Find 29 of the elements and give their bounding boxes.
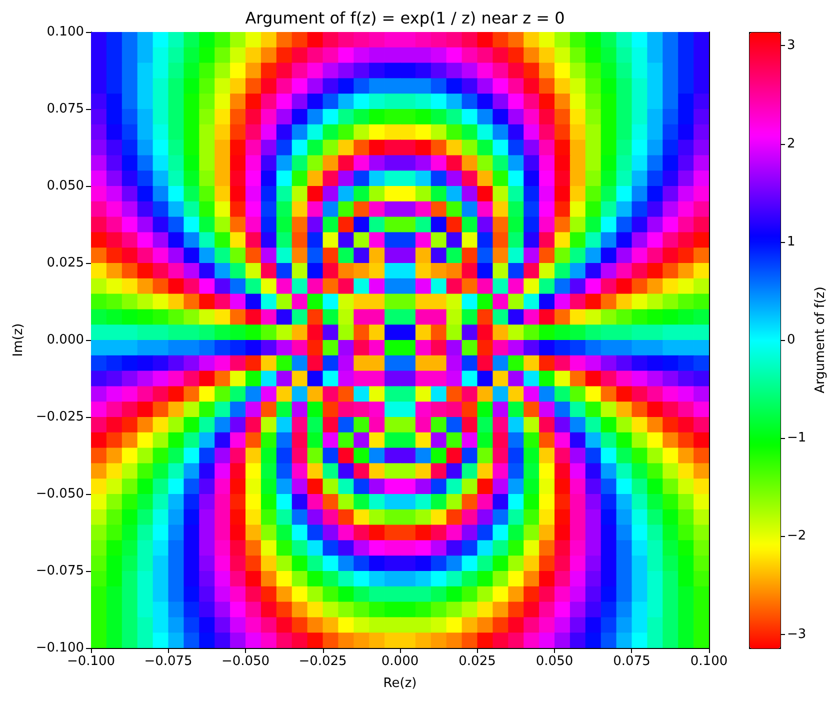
color-bar-label: 1: [787, 234, 796, 250]
x-tick-label: −0.075: [144, 654, 192, 669]
color-bar-label: 3: [787, 38, 796, 54]
y-tick-label: 0.000: [46, 332, 84, 348]
x-tick-label: 0.075: [613, 654, 650, 669]
color-bar-title: Argument of f(z): [813, 286, 828, 394]
x-axis-title: Re(z): [383, 676, 417, 691]
y-tick-label: −0.075: [36, 564, 84, 578]
color-bar-label: 2: [787, 136, 796, 152]
x-tick-label: 0.000: [381, 654, 419, 669]
x-tick-label: −0.025: [298, 654, 347, 669]
y-tick-label: 0.100: [46, 24, 84, 40]
color-bar-label: −1: [787, 430, 806, 446]
x-tick-label: −0.100: [66, 654, 116, 669]
y-tick-label: 0.050: [46, 178, 84, 194]
x-tick-label: 0.025: [458, 654, 496, 669]
color-bar-label: 0: [787, 332, 796, 348]
y-axis-title: Im(z): [10, 323, 26, 357]
y-tick-label: 0.075: [46, 102, 84, 116]
chart-title: Argument of f(z) = exp(1 / z) near z = 0: [245, 8, 565, 28]
color-bar-label: −3: [787, 626, 806, 642]
y-tick-label: −0.050: [36, 486, 84, 502]
y-tick-label: −0.100: [36, 640, 84, 656]
color-bar-label: −2: [787, 528, 806, 544]
x-tick-label: 0.100: [690, 654, 728, 669]
y-tick-label: 0.025: [46, 256, 84, 270]
x-tick-label: −0.050: [221, 654, 270, 669]
y-tick-label: −0.025: [36, 410, 84, 424]
x-tick-label: 0.050: [536, 654, 574, 669]
